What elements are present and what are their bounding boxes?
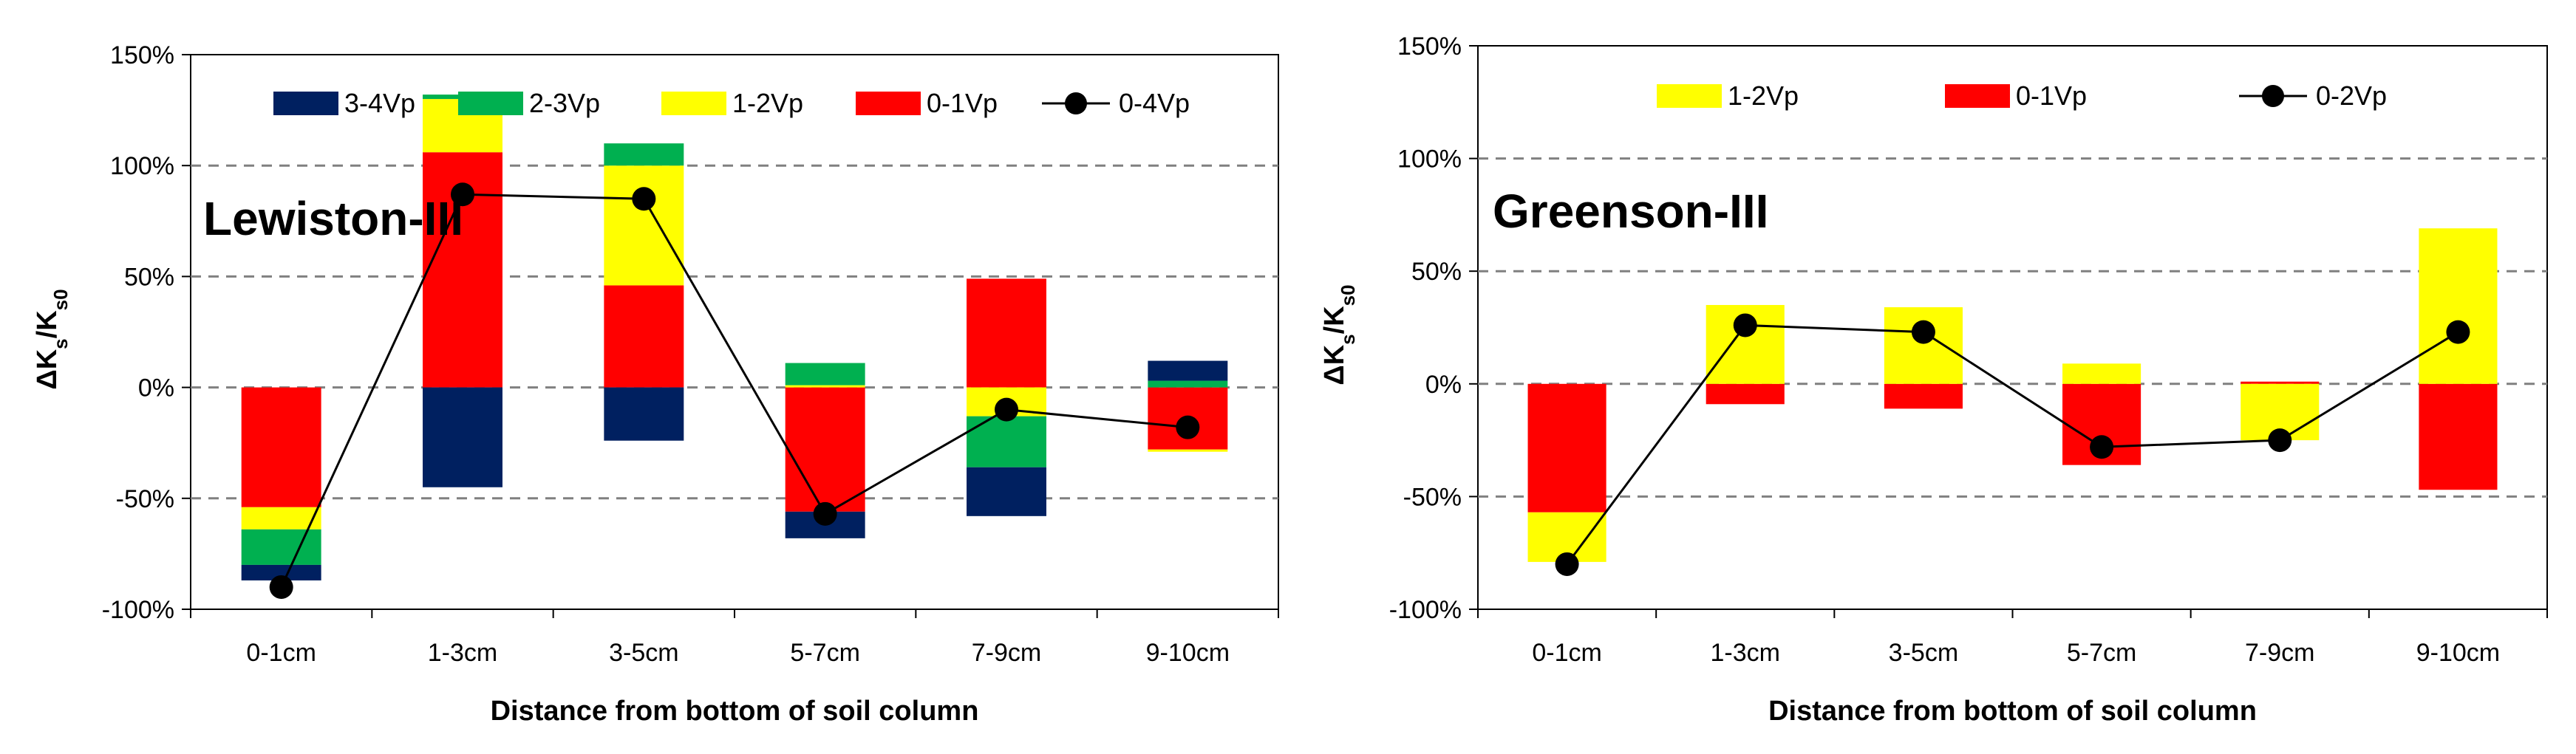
x-tick-label: 0-1cm [1532, 639, 1601, 667]
point-0-2Vp-1-3cm [1733, 313, 1757, 337]
bar-0-1Vp-1-3cm [1706, 383, 1785, 405]
panel-label: Lewiston-III [203, 192, 463, 245]
x-tick-label: 3-5cm [609, 639, 678, 667]
bar-1-2Vp-0-1cm [241, 507, 321, 529]
y-axis-title-part: s0 [1337, 284, 1359, 306]
x-axis-title: Distance from bottom of soil column [491, 696, 979, 727]
bar-2-3Vp-3-5cm [604, 143, 684, 166]
x-tick-label: 9-10cm [2416, 639, 2500, 667]
legend-label-1-2Vp: 1-2Vp [732, 88, 803, 118]
point-0-4Vp-1-3cm [451, 182, 474, 207]
point-0-4Vp-7-9cm [995, 397, 1018, 422]
legend-label-0-4Vp: 0-4Vp [1119, 88, 1190, 118]
legend-label-0-2Vp: 0-2Vp [2316, 80, 2387, 111]
point-0-2Vp-5-7cm [2090, 435, 2114, 459]
x-tick-label: 9-10cm [1146, 639, 1230, 667]
y-tick-label: 100% [110, 152, 174, 180]
bar-0-1Vp-7-9cm [967, 278, 1046, 388]
y-axis-title-part: ΔK [1319, 344, 1350, 385]
x-tick-label: 5-7cm [790, 639, 859, 667]
bar-3-4Vp-9-10cm [1148, 360, 1228, 381]
plot-area [1477, 45, 2548, 610]
y-axis-title: ΔKs/Ks0 [32, 289, 72, 389]
point-0-2Vp-7-9cm [2268, 428, 2292, 453]
bar-2-3Vp-7-9cm [967, 416, 1046, 467]
point-0-2Vp-0-1cm [1555, 552, 1579, 576]
y-axis-title-part: s0 [50, 289, 72, 310]
x-tick-label: 7-9cm [2245, 639, 2314, 667]
legend-marker-0-4Vp [1065, 92, 1087, 114]
chart-panel-1: -100% -50% 0% 50% 100% 150% 0-1cm 1-3cm 3-5cm 5-7… [1319, 32, 2548, 727]
line-0-4Vp [280, 193, 1188, 588]
bar-1-2Vp-3-5cm [1884, 307, 1963, 384]
y-tick-label: -100% [102, 596, 174, 624]
y-tick-label: 0% [1425, 371, 1462, 399]
bar-1-2Vp-5-7cm [785, 385, 865, 388]
point-0-4Vp-3-5cm [632, 187, 656, 211]
plot-area [190, 54, 1279, 610]
bar-0-1Vp-0-1cm [1527, 383, 1606, 513]
point-0-4Vp-0-1cm [269, 575, 293, 599]
bar-0-1Vp-7-9cm [2241, 381, 2320, 384]
bar-3-4Vp-7-9cm [967, 467, 1046, 516]
x-tick-label: 5-7cm [2067, 639, 2136, 667]
bar-2-3Vp-9-10cm [1148, 380, 1228, 388]
bar-1-2Vp-3-5cm [604, 165, 684, 286]
y-tick-label: -50% [116, 485, 174, 513]
point-0-4Vp-9-10cm [1176, 415, 1200, 439]
bar-1-2Vp-9-10cm [2419, 228, 2498, 384]
bar-0-1Vp-0-1cm [241, 387, 321, 507]
x-tick-label: 1-3cm [428, 639, 497, 667]
x-tick-label: 0-1cm [246, 639, 316, 667]
point-0-2Vp-3-5cm [1911, 320, 1935, 344]
bar-0-1Vp-3-5cm [1884, 383, 1963, 409]
legend-swatch-2-3Vp [458, 92, 523, 115]
legend-swatch-0-1Vp [1945, 84, 2010, 108]
chart-panel-0: -100% -50% 0% 50% 100% 150% 0-1cm 1-3cm 3-5cm 5-7… [32, 41, 1279, 727]
y-tick-label: 50% [124, 263, 174, 291]
bar-0-1Vp-5-7cm [785, 387, 865, 512]
bar-0-1Vp-3-5cm [604, 285, 684, 388]
y-tick-label: 0% [138, 374, 174, 402]
y-axis-title-part: s [1337, 334, 1359, 344]
x-axis-title: Distance from bottom of soil column [1768, 696, 2257, 727]
bar-2-3Vp-0-1cm [241, 529, 321, 565]
x-tick-label: 1-3cm [1711, 639, 1780, 667]
legend-swatch-1-2Vp [1657, 84, 1722, 108]
y-axis-title-part: ΔK [32, 349, 63, 389]
point-0-2Vp-9-10cm [2446, 320, 2470, 344]
legend-swatch-1-2Vp [661, 92, 726, 115]
bar-3-4Vp-1-3cm [423, 387, 502, 487]
legend-label-0-1Vp: 0-1Vp [927, 88, 998, 118]
y-axis-title: ΔKs/Ks0 [1319, 284, 1359, 385]
y-tick-label: 150% [110, 41, 174, 69]
y-tick-label: 100% [1397, 145, 1462, 174]
y-axis-title-part: /K [1319, 306, 1350, 335]
line-0-2Vp [1566, 323, 2459, 565]
legend-label-3-4Vp: 3-4Vp [344, 88, 415, 118]
y-axis-title-part: /K [32, 310, 63, 339]
bar-0-1Vp-9-10cm [2419, 383, 2498, 490]
bar-3-4Vp-3-5cm [604, 387, 684, 441]
legend-swatch-0-1Vp [856, 92, 921, 115]
y-tick-label: 50% [1411, 258, 1462, 286]
x-tick-label: 3-5cm [1889, 639, 1958, 667]
bar-1-2Vp-9-10cm [1148, 449, 1228, 452]
legend-label-2-3Vp: 2-3Vp [529, 88, 600, 118]
legend-label-0-1Vp: 0-1Vp [2016, 80, 2087, 111]
bar-1-2Vp-5-7cm [2062, 363, 2141, 384]
point-0-4Vp-5-7cm [813, 501, 837, 526]
legend-marker-0-2Vp [2262, 85, 2284, 107]
bar-2-3Vp-5-7cm [785, 363, 865, 385]
legend-label-1-2Vp: 1-2Vp [1728, 80, 1799, 111]
x-tick-label: 7-9cm [972, 639, 1041, 667]
legend-swatch-3-4Vp [273, 92, 338, 115]
y-axis-title-part: s [50, 338, 72, 349]
y-tick-label: 150% [1397, 32, 1462, 61]
bar-3-4Vp-0-1cm [241, 564, 321, 580]
y-tick-label: -50% [1403, 483, 1462, 511]
y-tick-label: -100% [1389, 596, 1462, 624]
panel-label: Greenson-III [1493, 185, 1768, 238]
